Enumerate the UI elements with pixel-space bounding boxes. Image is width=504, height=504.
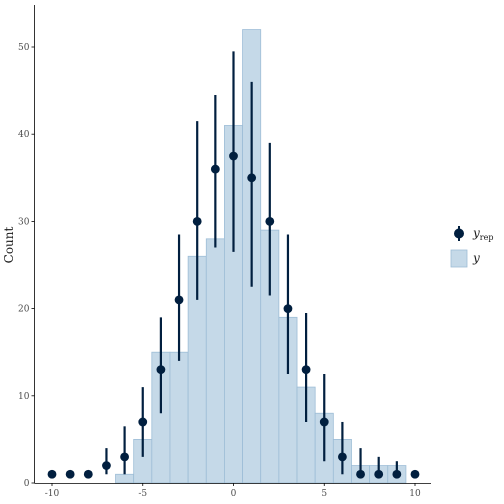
yrep-median-point	[120, 452, 129, 462]
yrep-median-point	[374, 469, 384, 479]
yrep-median-point	[102, 461, 111, 470]
x-tick-label: 10	[409, 489, 421, 499]
bars-layer	[115, 29, 407, 484]
yrep-median-point	[65, 469, 75, 479]
yrep-median-point	[210, 164, 220, 174]
histogram-bar	[205, 238, 225, 484]
x-axis-ticks: -10 -5 0 5 10	[45, 483, 421, 499]
y-tick-label: 50	[18, 43, 30, 53]
x-tick-label: 5	[321, 489, 327, 499]
legend-yrep-point-icon	[454, 228, 464, 239]
yrep-median-point	[410, 469, 420, 479]
yrep-median-point	[156, 365, 166, 375]
points-layer	[47, 51, 420, 479]
yrep-median-point	[229, 151, 238, 161]
yrep-median-point	[301, 365, 311, 375]
yrep-median-point	[83, 469, 93, 479]
legend-item-y: y	[450, 249, 480, 268]
legend-y-label: y	[472, 251, 480, 265]
yrep-median-point	[138, 417, 148, 427]
y-tick-label: 0	[24, 479, 30, 489]
legend-yrep-label: yrep	[472, 226, 493, 242]
yrep-median-point	[392, 469, 402, 479]
x-tick-label: -5	[138, 489, 147, 499]
legend-y-swatch-icon	[450, 249, 468, 268]
yrep-median-point	[47, 469, 57, 479]
y-tick-label: 40	[18, 130, 30, 140]
legend-item-yrep: yrep	[454, 226, 493, 242]
yrep-median-point	[319, 417, 329, 427]
yrep-median-point	[356, 469, 365, 479]
x-tick-label: 0	[231, 489, 237, 499]
yrep-median-point	[247, 173, 257, 183]
y-axis-title: Count	[2, 226, 16, 263]
legend: yrep y	[450, 226, 493, 268]
yrep-median-point	[192, 217, 202, 226]
x-tick-label: -10	[45, 489, 60, 499]
y-tick-label: 30	[18, 217, 30, 227]
y-tick-label: 10	[18, 392, 30, 402]
histogram-bar	[115, 473, 135, 484]
histogram-bar	[169, 351, 189, 484]
yrep-median-point	[174, 295, 184, 305]
y-tick-label: 20	[18, 305, 30, 315]
yrep-median-point	[338, 452, 347, 462]
yrep-median-point	[265, 217, 275, 226]
y-axis-ticks: 0 10 20 30 40 50	[18, 43, 35, 489]
yrep-median-point	[283, 304, 293, 313]
